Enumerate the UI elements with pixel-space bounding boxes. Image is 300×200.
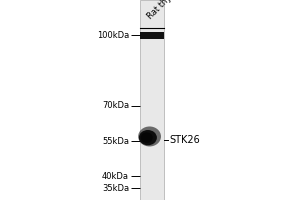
Text: 100kDa: 100kDa	[97, 31, 129, 40]
Ellipse shape	[139, 130, 157, 145]
Ellipse shape	[141, 132, 153, 143]
Ellipse shape	[138, 126, 161, 146]
Bar	[140, 0, 164, 200]
Text: Rat thymus: Rat thymus	[145, 0, 186, 21]
Bar	[140, 32, 164, 39]
Text: 70kDa: 70kDa	[102, 101, 129, 110]
Text: STK26: STK26	[169, 135, 200, 145]
Text: 55kDa: 55kDa	[102, 137, 129, 146]
Text: 40kDa: 40kDa	[102, 172, 129, 181]
Text: 35kDa: 35kDa	[102, 184, 129, 193]
